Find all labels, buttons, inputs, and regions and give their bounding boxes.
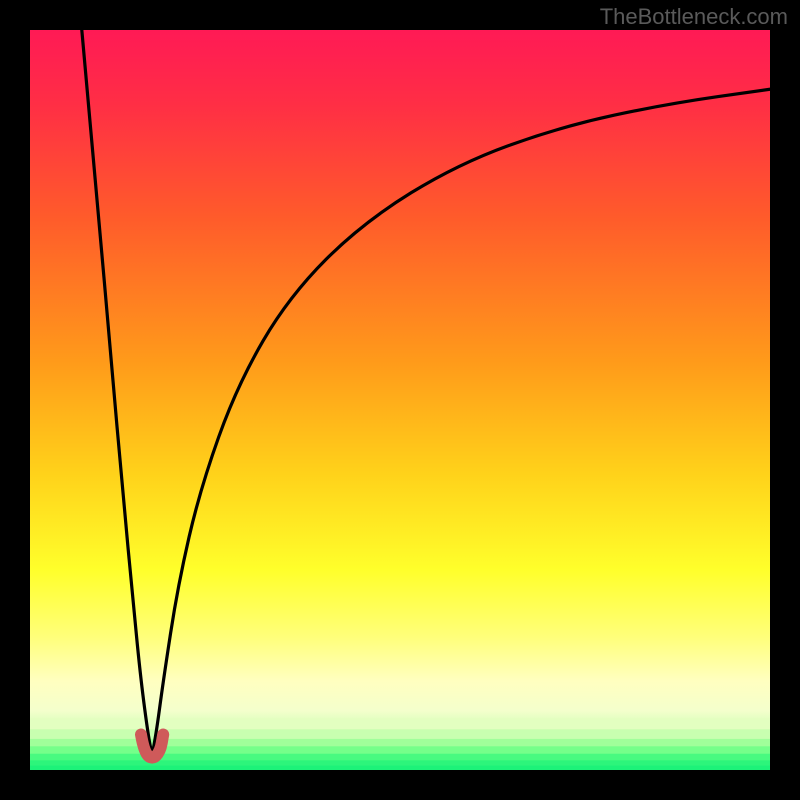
gradient-band (30, 766, 770, 770)
gradient-background (30, 30, 770, 770)
chart-container: { "watermark": { "text": "TheBottleneck.… (0, 0, 800, 800)
watermark-text: TheBottleneck.com (600, 4, 788, 30)
bottleneck-chart (0, 0, 800, 800)
